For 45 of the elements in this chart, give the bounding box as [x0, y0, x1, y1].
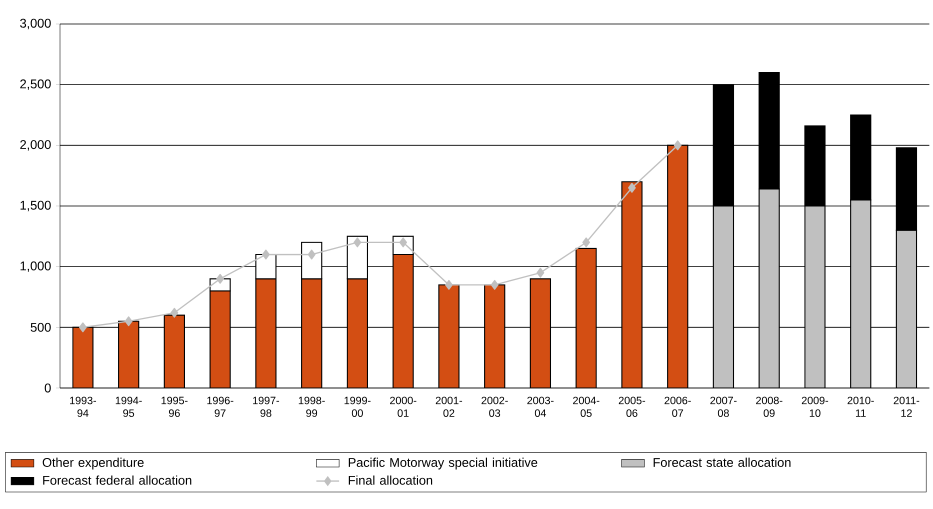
point — [308, 250, 316, 260]
y-tick-label: 0 — [44, 384, 51, 392]
x-tick-label: 1997-98 — [253, 396, 280, 417]
x-tick-label: 2006-07 — [664, 396, 691, 417]
legend-label: Forecast federal allocation — [43, 475, 192, 485]
y-tick-label: 2,500 — [20, 79, 51, 90]
point — [536, 268, 544, 278]
y-tick-label: 2,000 — [20, 140, 51, 151]
x-tick-label: 2004-05 — [573, 396, 600, 417]
x-tick-label: 1998-99 — [298, 396, 325, 417]
point — [582, 237, 590, 248]
x-tick-label: 2011-12 — [894, 396, 920, 417]
y-tick-label: 1,000 — [20, 261, 51, 272]
y-tick-label: 3,000 — [20, 18, 51, 30]
y-tick-label: 1,500 — [20, 200, 51, 212]
point — [445, 280, 453, 290]
point — [170, 308, 178, 318]
point — [262, 250, 270, 260]
point — [399, 237, 408, 248]
x-tick-label: 2005-06 — [618, 396, 646, 417]
x-tick-label: 2000-01 — [390, 396, 416, 417]
x-tick-label: 2003-04 — [527, 396, 554, 417]
point — [628, 182, 636, 193]
point — [490, 280, 499, 290]
point — [124, 316, 133, 326]
x-tick-label: 1999-00 — [344, 396, 371, 417]
x-tick-label: 2009-10 — [802, 396, 828, 417]
legend-label: Forecast state allocation — [654, 458, 790, 467]
x-tick-label: 2001-02 — [436, 396, 462, 417]
legend-label: Pacific Motorway special initiative — [348, 458, 538, 470]
point — [79, 322, 87, 332]
x-tick-label: 1996-97 — [207, 396, 234, 417]
x-tick-label: 2008-09 — [756, 396, 782, 417]
x-tick-label: 2010-11 — [848, 396, 874, 417]
point — [216, 274, 224, 284]
legend-label: Other expenditure — [42, 458, 144, 470]
x-tick-label: 2007-08 — [710, 396, 737, 417]
y-tick-label: 500 — [30, 322, 51, 332]
x-tick-label: 2002-03 — [482, 396, 508, 417]
x-tick-label: 1995-96 — [162, 396, 188, 417]
legend-label: Final allocation — [348, 475, 432, 485]
point — [674, 140, 682, 150]
x-tick-label: 1994-95 — [116, 396, 142, 417]
point — [354, 237, 362, 248]
x-tick-label: 1993-94 — [70, 396, 96, 417]
